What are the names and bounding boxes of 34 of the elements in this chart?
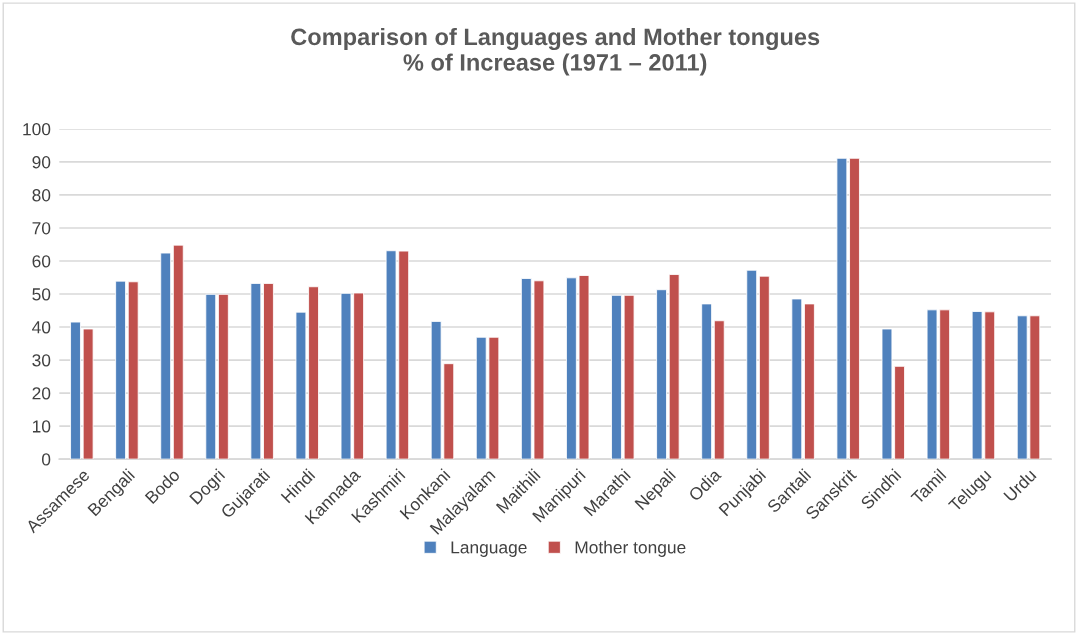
y-tick-label: 90 (32, 156, 51, 169)
bar (656, 289, 667, 460)
bar (701, 303, 713, 460)
bar (70, 321, 81, 460)
bar (263, 283, 274, 460)
bar (82, 328, 94, 460)
y-tick-label: 20 (32, 387, 51, 400)
y-tick-label: 30 (32, 354, 51, 367)
bar (849, 157, 860, 460)
bar (218, 293, 229, 460)
bar (250, 283, 262, 460)
y-tick-label: 80 (32, 189, 51, 202)
bar (791, 298, 803, 460)
y-tick-label: 100 (23, 123, 51, 136)
bar (668, 274, 680, 460)
legend-label: Mother tongue (575, 540, 686, 557)
bar (758, 275, 770, 460)
y-tick-label: 10 (32, 420, 51, 433)
bar (804, 303, 815, 460)
bar (127, 281, 139, 460)
chart-title: Comparison of Languages and Mother tongues % of Increase (1971 – 2011) (291, 27, 820, 76)
y-tick-label: 0 (41, 453, 51, 466)
bar (746, 269, 758, 460)
y-tick-label: 70 (32, 222, 51, 235)
y-tick-label: 40 (32, 321, 51, 334)
bar (172, 244, 184, 460)
bar (205, 293, 217, 460)
y-tick-label: 50 (32, 288, 51, 301)
legend-label: Language (451, 541, 527, 557)
y-tick-label: 60 (32, 255, 51, 268)
bar (115, 280, 126, 460)
bar (713, 320, 725, 460)
bar (836, 157, 848, 460)
bar (160, 252, 172, 460)
